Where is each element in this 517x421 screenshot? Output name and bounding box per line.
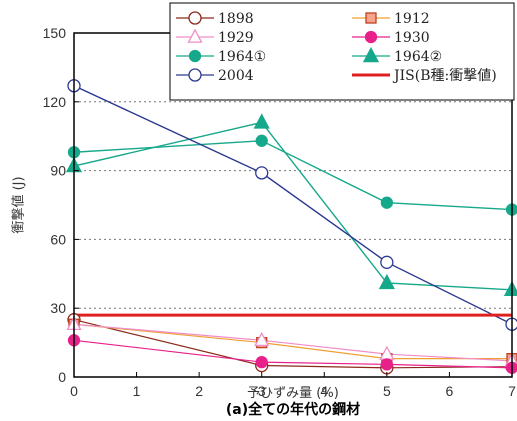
legend-label-1929: 1929 <box>218 30 254 46</box>
x-tick-label-1: 1 <box>133 383 141 399</box>
x-tick-label-7: 7 <box>508 383 516 399</box>
series-lines <box>73 85 513 369</box>
series-line-1930 <box>73 339 513 369</box>
legend-swatch-marker-1929 <box>187 28 203 43</box>
legend-swatch-marker-1964② <box>362 46 380 63</box>
legend-swatch-marker-1912 <box>365 12 377 24</box>
series-line-2004 <box>73 85 513 325</box>
series-point-1964①-1 <box>255 134 268 147</box>
legend-label-1898: 1898 <box>218 11 254 27</box>
series-point-1930-1 <box>255 355 268 369</box>
x-tick-label-4: 4 <box>320 383 328 399</box>
series-line-1964② <box>73 121 513 291</box>
legend-label-1964①: 1964① <box>218 49 266 65</box>
series-point-1964②-2 <box>378 273 395 290</box>
series-point-1929-1 <box>254 331 270 347</box>
legend: 1898 1912 1929 1930 1964① 1964② 2004 JIS(B種:衝撃値… <box>169 2 515 101</box>
series-line-1912 <box>73 323 512 360</box>
x-tick-label-5: 5 <box>383 383 391 399</box>
y-tick-label-60: 60 <box>50 231 66 247</box>
legend-label-1912: 1912 <box>394 11 430 27</box>
series-line-1964① <box>73 140 513 211</box>
legend-label-2004: 2004 <box>218 68 254 84</box>
legend-label-1964②: 1964② <box>394 49 442 65</box>
x-tick-labels: 0 1 2 3 4 5 6 7 <box>70 372 516 399</box>
y-tick-labels: 0 30 60 90 120 150 <box>43 25 79 385</box>
gridlines <box>74 101 512 309</box>
legend-box <box>169 2 515 101</box>
series-line-1929 <box>73 323 513 362</box>
x-tick-label-2: 2 <box>195 383 203 399</box>
y-tick-label-0: 0 <box>58 369 66 385</box>
series-point-1964②-1 <box>253 113 270 129</box>
y-tick-label-90: 90 <box>50 163 66 179</box>
legend-label-JIS(B種:衝撃値): JIS(B種:衝撃値) <box>392 68 497 84</box>
chart-caption: (a)全ての年代の鋼材 <box>226 401 360 418</box>
series-point-1964①-2 <box>380 196 394 209</box>
legend-swatch-marker-1930 <box>364 30 378 44</box>
y-tick-label-150: 150 <box>43 25 67 41</box>
legend-swatch-marker-1898 <box>188 11 202 25</box>
y-tick-label-120: 120 <box>43 94 67 110</box>
series-point-1964②-3 <box>503 280 517 297</box>
x-axis-label: 予ひずみ量 (%) <box>247 386 339 401</box>
legend-label-1930: 1930 <box>394 30 430 46</box>
series-line-1898 <box>73 319 513 369</box>
legend-swatch-marker-1964① <box>188 49 202 63</box>
series-point-2004-1 <box>255 166 269 180</box>
x-tick-label-6: 6 <box>446 383 454 399</box>
legend-swatch-marker-2004 <box>188 68 202 82</box>
series-point-1930-2 <box>380 358 394 371</box>
x-tick-label-3: 3 <box>258 383 266 399</box>
x-tick-label-0: 0 <box>70 383 78 399</box>
y-axis-label: 衝撃値 (J) <box>11 176 27 233</box>
series-point-2004-2 <box>380 255 394 269</box>
y-tick-label-30: 30 <box>50 300 66 316</box>
